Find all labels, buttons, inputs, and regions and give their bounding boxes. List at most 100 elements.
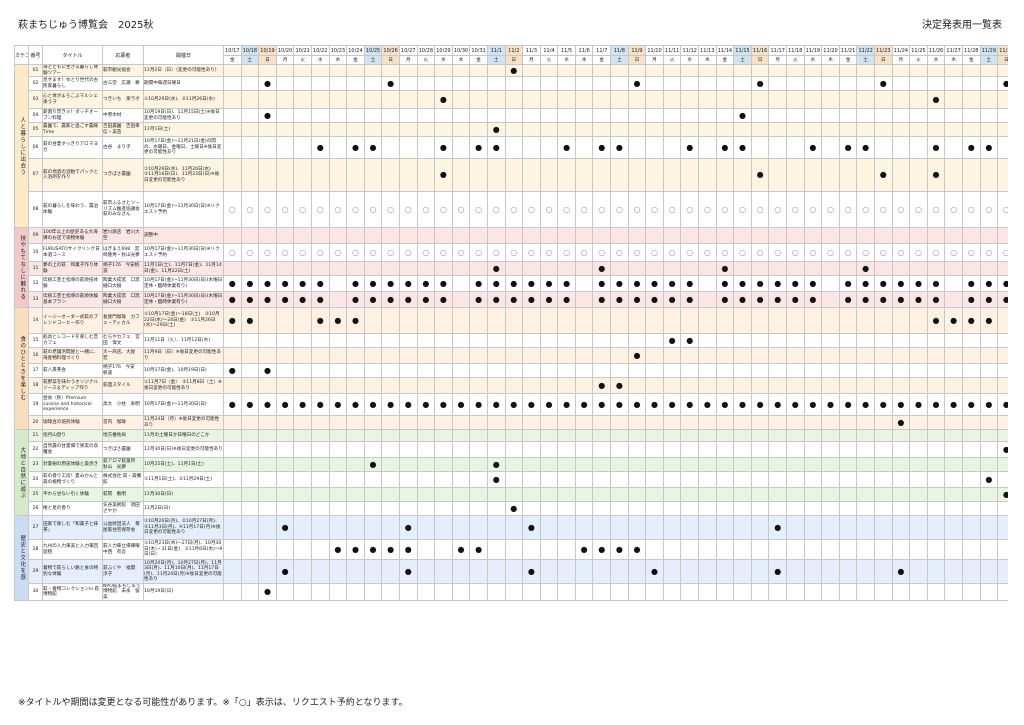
date-header: 11/3 — [522, 45, 541, 56]
scheduled-mark: ● — [756, 399, 764, 409]
scheduled-mark: ● — [457, 399, 465, 409]
schedule-cell — [434, 515, 453, 540]
schedule-cell — [997, 515, 1008, 540]
schedule-cell — [680, 347, 700, 364]
scheduled-mark: ● — [527, 399, 535, 409]
schedule-cell — [557, 227, 576, 244]
scheduled-mark: ● — [563, 278, 571, 288]
schedule-cell — [328, 275, 348, 292]
schedule-cell — [293, 429, 312, 442]
schedule-cell — [275, 90, 295, 109]
request-mark: ○ — [651, 247, 659, 257]
schedule-cell — [522, 441, 541, 458]
schedule-cell — [363, 429, 383, 442]
schedule-cell — [381, 347, 400, 364]
row-period: 11月11日（火）、11月12日(水) — [143, 333, 224, 348]
weekday-header: 土 — [240, 55, 260, 65]
schedule-cell — [398, 471, 418, 488]
schedule-cell — [610, 363, 629, 378]
schedule-cell — [346, 415, 365, 430]
schedule-cell — [838, 158, 858, 192]
category-label: 大地と自然に遊ぶ — [14, 429, 29, 516]
schedule-cell — [592, 457, 612, 472]
schedule-cell — [961, 487, 981, 502]
table-row: 食のひとときを楽しむ 14 イージーオーダー式萩のブレンドコーヒー作り 長屋門珈琲 カ… — [14, 307, 1008, 430]
schedule-cell — [328, 457, 348, 472]
schedule-cell — [539, 307, 559, 334]
schedule-cell — [610, 347, 629, 364]
schedule-cell — [486, 64, 506, 77]
schedule-cell — [539, 471, 559, 488]
schedule-cell — [997, 415, 1008, 430]
scheduled-mark: ● — [686, 335, 694, 345]
date-header: 10/19 — [258, 45, 277, 56]
schedule-cell — [698, 90, 717, 109]
schedule-cell: ● — [715, 393, 735, 416]
scheduled-mark: ● — [985, 278, 993, 288]
weekday-header: 木 — [944, 55, 963, 65]
schedule-cell — [574, 457, 594, 472]
schedule-cell: ● — [310, 136, 330, 159]
request-mark: ○ — [774, 247, 782, 257]
schedule-cell — [662, 227, 682, 244]
schedule-cell: ● — [768, 515, 787, 540]
schedule-cell — [416, 227, 436, 244]
schedule-cell — [451, 377, 471, 394]
schedule-cell: ○ — [223, 243, 242, 262]
schedule-cell — [680, 457, 700, 472]
schedule-cell: ○ — [979, 191, 999, 228]
schedule-cell — [768, 333, 787, 348]
scheduled-mark: ● — [862, 263, 870, 273]
schedule-cell — [610, 441, 629, 458]
schedule-cell — [522, 539, 541, 560]
request-mark: ○ — [791, 204, 799, 214]
schedule-cell — [469, 441, 488, 458]
row-title: 着物で萩らしい路と食の特別な体験 — [42, 559, 103, 584]
row-organizer: はぎまえ698 宮崎隆秀・秋山光夢 — [102, 243, 144, 262]
scheduled-mark: ● — [510, 278, 518, 288]
request-mark: ○ — [703, 204, 711, 214]
schedule-cell — [328, 415, 348, 430]
row-title: 椿と星の香り — [42, 501, 103, 516]
schedule-cell — [240, 441, 260, 458]
schedule-cell: ● — [627, 539, 647, 560]
schedule-cell — [539, 261, 559, 276]
schedule-cell: ● — [803, 275, 823, 292]
request-mark: ○ — [668, 204, 676, 214]
schedule-cell — [961, 429, 981, 442]
schedule-cell — [698, 136, 717, 159]
scheduled-mark: ● — [263, 587, 271, 597]
scheduled-mark: ● — [369, 142, 377, 152]
weekday-header: 土 — [856, 55, 875, 65]
row-organizer: 柄子176 今安 帆波 — [102, 363, 144, 378]
schedule-cell — [381, 559, 400, 584]
weekday-header: 月 — [275, 55, 295, 65]
schedule-cell — [768, 122, 787, 137]
schedule-cell — [909, 515, 928, 540]
request-mark: ○ — [263, 247, 271, 257]
scheduled-mark: ● — [457, 544, 465, 554]
row-title: 心と体がよろこぶマルシェ楽うヲ — [42, 90, 103, 109]
schedule-cell — [557, 90, 576, 109]
weekday-header: 金 — [838, 55, 858, 65]
schedule-cell — [698, 307, 717, 334]
schedule-cell — [698, 377, 717, 394]
schedule-cell: ● — [451, 393, 471, 416]
scheduled-mark: ● — [351, 278, 359, 288]
scheduled-mark: ● — [246, 278, 254, 288]
schedule-cell — [486, 76, 506, 91]
schedule-cell — [698, 415, 717, 430]
schedule-cell: ○ — [574, 243, 594, 262]
schedule-cell — [610, 76, 629, 91]
schedule-cell — [662, 515, 682, 540]
scheduled-mark: ● — [527, 566, 535, 576]
schedule-cell — [381, 582, 400, 602]
schedule-cell — [346, 515, 365, 540]
schedule-cell — [398, 261, 418, 276]
scheduled-mark: ● — [263, 110, 271, 120]
schedule-cell — [750, 415, 770, 430]
row-title: 海とともに生きる暮らし体験ツアー — [42, 64, 103, 77]
scheduled-mark: ● — [404, 399, 412, 409]
schedule-cell — [539, 415, 559, 430]
schedule-cell — [891, 347, 911, 364]
